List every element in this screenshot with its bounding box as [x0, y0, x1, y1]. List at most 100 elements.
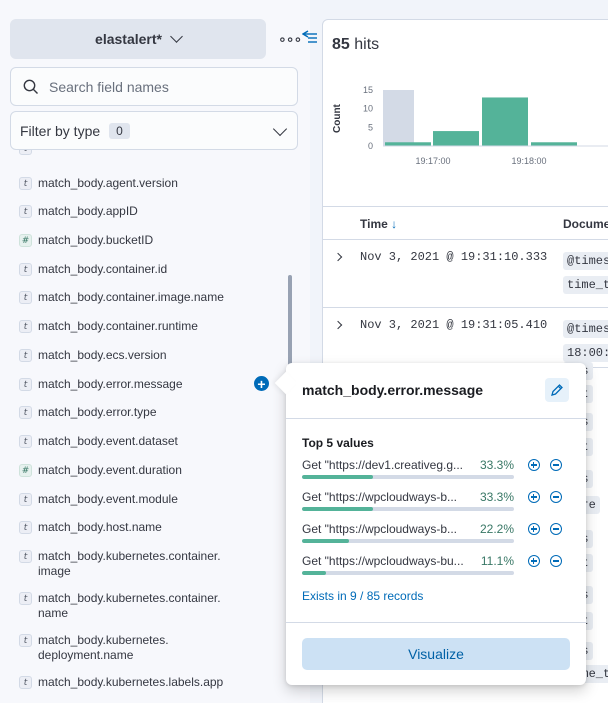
field-sidebar: elastalert* ∘∘∘ Filter by type 0 t tmatc…: [0, 19, 317, 703]
field-search-box: [10, 67, 298, 106]
filter-for-value-icon[interactable]: [528, 523, 540, 535]
histogram-chart[interactable]: Count 15 10 5 0 19:17:00 19:18:00: [323, 75, 608, 175]
field-item[interactable]: t match_body.container.image.name: [19, 290, 224, 305]
field-name: match_body.event.dataset: [38, 434, 178, 448]
edit-field-button[interactable]: [545, 378, 569, 402]
string-type-icon: t: [19, 592, 32, 605]
search-field-names-input[interactable]: [49, 78, 269, 95]
field-item[interactable]: t match_body.host.name: [19, 520, 162, 535]
field-item[interactable]: t match_body.agent.version: [19, 176, 178, 191]
table-row[interactable]: Nov 3, 2021 @ 19:31:10.333 @times time_t: [323, 240, 608, 308]
field-name: match_body.kubernetes.container. name: [38, 591, 221, 620]
filter-by-type-label: Filter by type: [20, 122, 101, 139]
document-field-pill: @times: [563, 320, 608, 338]
field-name: match_body.kubernetes.labels.app: [38, 675, 224, 689]
filter-for-value-icon[interactable]: [528, 491, 540, 503]
field-name: match_body.ecs.version: [38, 348, 167, 362]
field-item[interactable]: t match_body.container.id: [19, 262, 167, 277]
field-list-scrollbar[interactable]: [288, 275, 292, 370]
field-name: match_body.agent.version: [38, 176, 178, 190]
field-name: match_body.host.name: [38, 520, 162, 534]
top-value-bar: [302, 539, 514, 543]
field-item[interactable]: t match_body.event.module: [19, 492, 178, 507]
collapse-sidebar-icon[interactable]: [302, 30, 318, 44]
field-item[interactable]: t match_body.error.type: [19, 405, 157, 420]
field-item[interactable]: # match_body.bucketID: [19, 233, 153, 248]
field-item[interactable]: t match_body.container.runtime: [19, 319, 198, 334]
field-name: match_body.container.image.name: [38, 290, 224, 304]
string-type-icon: t: [19, 378, 32, 391]
string-type-icon: t: [19, 205, 32, 218]
string-type-icon: t: [19, 435, 32, 448]
histogram-bar: [433, 131, 479, 146]
y-tick-label: 15: [363, 85, 373, 95]
number-type-icon: #: [19, 464, 32, 477]
field-item-partial[interactable]: t: [19, 150, 38, 156]
x-tick-label: 19:17:00: [415, 156, 450, 166]
top-value-bar: [302, 507, 514, 511]
index-pattern-label: elastalert*: [95, 31, 162, 47]
top-value-text: Get "https://wpcloudways-b...: [302, 522, 457, 536]
y-tick-label: 5: [368, 122, 373, 132]
field-item[interactable]: t match_body.appID: [19, 204, 138, 219]
field-item[interactable]: t match_body.ecs.version: [19, 348, 167, 363]
field-item[interactable]: t match_body.kubernetes. deployment.name: [19, 633, 169, 663]
field-item[interactable]: t match_body.error.message: [19, 377, 183, 392]
top-value-percent: 11.1%: [480, 554, 514, 568]
more-options-icon[interactable]: ∘∘∘: [278, 31, 302, 47]
table-row[interactable]: Nov 3, 2021 @ 19:31:05.410 @times 18:00:…: [323, 308, 608, 368]
top-value-row: Get "https://wpcloudways-bu... 11.1%: [302, 554, 574, 580]
field-item[interactable]: t match_body.kubernetes.container. name: [19, 591, 221, 621]
sort-arrow-icon[interactable]: ↓: [391, 217, 398, 231]
field-details-popover: match_body.error.message Top 5 values Ge…: [274, 363, 586, 685]
filter-out-value-icon[interactable]: [550, 491, 562, 503]
top-value-percent: 22.2%: [479, 522, 514, 536]
hits-count: 85: [332, 36, 350, 53]
search-icon: [23, 79, 38, 94]
expand-row-icon[interactable]: [333, 252, 343, 262]
visualize-button[interactable]: Visualize: [302, 638, 570, 670]
exists-in-records-link[interactable]: Exists in 9 / 85 records: [302, 589, 424, 603]
histogram-bar: [385, 142, 431, 146]
document-field-pill: time_t: [563, 276, 608, 294]
index-pattern-selector[interactable]: elastalert*: [10, 19, 266, 59]
histogram-bar: [482, 97, 528, 146]
add-field-button[interactable]: +: [254, 376, 269, 391]
field-item[interactable]: t match_body.event.dataset: [19, 434, 178, 449]
string-type-icon: t: [19, 406, 32, 419]
time-column-header[interactable]: Time ↓: [360, 217, 398, 231]
string-type-icon: t: [19, 493, 32, 506]
filter-out-value-icon[interactable]: [550, 555, 562, 567]
filter-out-value-icon[interactable]: [550, 523, 562, 535]
filter-out-value-icon[interactable]: [550, 459, 562, 471]
field-name: match_body.event.module: [38, 492, 178, 506]
string-type-icon: t: [19, 349, 32, 362]
field-item[interactable]: t match_body.kubernetes.container. image: [19, 549, 221, 579]
top-value-row: Get "https://wpcloudways-b... 22.2%: [302, 522, 574, 548]
y-axis-label: Count: [332, 103, 343, 133]
top-value-bar-fill: [302, 475, 373, 479]
histogram-selection: [383, 90, 414, 146]
top-value-row: Get "https://wpcloudways-b... 33.3%: [302, 490, 574, 516]
top-value-bar-fill: [302, 507, 373, 511]
string-type-icon: t: [19, 550, 32, 563]
x-tick-label: 19:18:00: [511, 156, 546, 166]
y-tick-label: 0: [368, 141, 373, 151]
popover-divider: [286, 418, 586, 419]
field-item[interactable]: t match_body.kubernetes.labels.app: [19, 675, 223, 690]
string-type-icon: t: [19, 676, 32, 689]
expand-row-icon[interactable]: [333, 320, 343, 330]
top-value-bar-fill: [302, 539, 350, 543]
string-type-icon: t: [19, 634, 32, 647]
field-item[interactable]: # match_body.event.duration: [19, 463, 182, 478]
document-field-pill: 18:00:0: [563, 344, 608, 362]
hits-counter: 85 hits: [332, 36, 379, 54]
top-values-heading: Top 5 values: [302, 436, 374, 450]
top-value-percent: 33.3%: [479, 458, 514, 472]
field-list: t tmatch_body.agent.versiontmatch_body.a…: [0, 150, 290, 703]
field-name: match_body.event.duration: [38, 463, 182, 477]
filter-by-type-button[interactable]: Filter by type 0: [10, 111, 298, 150]
filter-for-value-icon[interactable]: [528, 459, 540, 471]
y-tick-label: 10: [363, 104, 373, 114]
filter-for-value-icon[interactable]: [528, 555, 540, 567]
